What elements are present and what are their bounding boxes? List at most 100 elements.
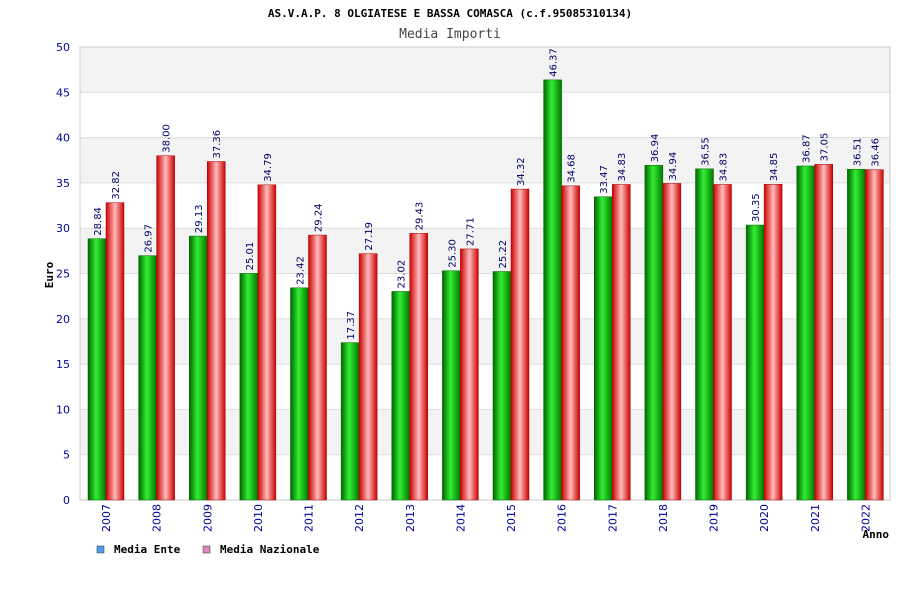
bar-media-nazionale <box>358 253 378 501</box>
data-label-media-nazionale: 27.71 <box>465 217 476 246</box>
data-label-media-nazionale: 37.05 <box>820 133 831 162</box>
y-tick-label: 35 <box>56 177 70 190</box>
bar-media-ente <box>492 271 512 501</box>
data-label-media-ente: 36.51 <box>852 138 863 167</box>
grid-band <box>80 92 890 138</box>
x-tick-label: 2018 <box>657 504 670 532</box>
data-label-media-nazionale: 34.68 <box>567 154 578 183</box>
bar-media-nazionale <box>308 234 327 501</box>
bar-media-ente <box>745 224 765 501</box>
data-label-media-nazionale: 34.32 <box>516 157 527 186</box>
bar-media-ente <box>543 79 562 501</box>
y-tick-label: 10 <box>56 403 70 416</box>
x-tick-label: 2020 <box>758 504 771 532</box>
data-label-media-nazionale: 36.46 <box>870 138 881 167</box>
x-tick-label: 2021 <box>809 504 822 532</box>
bar-media-nazionale <box>763 184 783 501</box>
bar-media-nazionale <box>409 233 428 501</box>
data-label-media-nazionale: 34.83 <box>719 153 730 182</box>
x-tick-label: 2011 <box>303 504 316 532</box>
data-labels: 28.84 32.82 26.97 38.00 29.13 37.36 25.01 34.79… <box>93 48 881 339</box>
chart-title: AS.V.A.P. 8 OLGIATESE E BASSA COMASCA (c… <box>268 7 632 20</box>
data-label-media-ente: 36.87 <box>802 134 813 163</box>
bar-media-nazionale <box>510 188 530 501</box>
y-tick-label: 15 <box>56 358 70 371</box>
x-axis-label: Anno <box>863 528 890 541</box>
data-label-media-ente: 36.94 <box>650 134 661 163</box>
data-label-media-nazionale: 34.94 <box>668 152 679 181</box>
data-label-media-ente: 23.02 <box>397 260 408 289</box>
bar-media-nazionale <box>612 184 631 501</box>
bar-media-ente <box>391 291 410 501</box>
data-label-media-nazionale: 34.79 <box>263 153 274 182</box>
data-label-media-ente: 28.84 <box>93 207 104 236</box>
legend: Media Ente Media Nazionale <box>96 543 320 556</box>
x-tick-label: 2015 <box>505 504 518 532</box>
bar-media-ente <box>189 235 208 501</box>
x-tick-label: 2013 <box>404 504 417 532</box>
legend-swatch-media-nazionale <box>202 545 211 554</box>
y-axis-label: Euro <box>43 261 56 288</box>
plot-frame <box>79 46 891 501</box>
data-label-media-nazionale: 29.43 <box>415 202 426 231</box>
bar-media-nazionale <box>662 183 682 501</box>
data-label-media-ente: 25.22 <box>498 240 509 269</box>
x-tick-label: 2022 <box>859 504 872 532</box>
data-label-media-nazionale: 34.83 <box>617 153 628 182</box>
data-label-media-ente: 23.42 <box>296 256 307 285</box>
data-label-media-nazionale: 29.24 <box>314 203 325 232</box>
bar-media-ente <box>796 165 815 501</box>
x-tick-label: 2007 <box>100 504 113 532</box>
y-tick-label: 0 <box>63 494 70 507</box>
legend-label-media-nazionale: Media Nazionale <box>220 543 320 556</box>
bar-media-ente <box>695 168 714 501</box>
grid-band <box>80 47 890 93</box>
data-label-media-ente: 25.30 <box>447 239 458 268</box>
data-label-media-nazionale: 32.82 <box>111 171 122 200</box>
bars <box>87 79 884 501</box>
y-tick-label: 5 <box>63 449 70 462</box>
bar-media-nazionale <box>105 202 125 501</box>
legend-label-media-ente: Media Ente <box>114 543 181 556</box>
x-tick-label: 2010 <box>252 504 265 532</box>
data-label-media-ente: 25.01 <box>245 242 256 271</box>
x-tick-label: 2008 <box>151 504 164 532</box>
x-tick-label: 2009 <box>201 504 214 532</box>
bar-media-nazionale <box>561 185 580 501</box>
bar-media-nazionale <box>257 184 277 501</box>
bar-media-nazionale <box>713 184 732 501</box>
bar-media-ente <box>340 342 360 501</box>
bar-media-ente <box>442 270 461 501</box>
x-tick-label: 2017 <box>606 504 619 532</box>
bar-media-ente <box>87 238 107 501</box>
y-tick-label: 45 <box>56 86 70 99</box>
bar-media-nazionale <box>460 248 479 501</box>
x-tick-label: 2014 <box>454 504 467 532</box>
chart-subtitle: Media Importi <box>399 27 501 42</box>
bar-media-ente <box>594 196 613 501</box>
data-label-media-nazionale: 38.00 <box>162 124 173 153</box>
legend-swatch-media-ente <box>96 545 105 554</box>
y-tick-label: 50 <box>56 41 70 54</box>
x-axis: 2007 2008 2009 2010 2011 2012 2013 2014 2015 2016… <box>100 504 872 532</box>
data-label-media-ente: 30.35 <box>751 193 762 222</box>
data-label-media-ente: 26.97 <box>144 224 155 253</box>
y-tick-label: 25 <box>56 268 70 281</box>
bar-media-nazionale <box>814 164 833 501</box>
y-tick-label: 30 <box>56 222 70 235</box>
bar-media-ente <box>290 287 309 501</box>
data-label-media-ente: 46.37 <box>549 48 560 77</box>
x-tick-label: 2012 <box>353 504 366 532</box>
data-label-media-ente: 29.13 <box>194 204 205 233</box>
data-label-media-ente: 33.47 <box>599 165 610 194</box>
bar-media-ente <box>644 165 664 501</box>
bar-media-ente <box>847 168 866 501</box>
bar-media-nazionale <box>207 161 226 501</box>
data-label-media-nazionale: 27.19 <box>364 222 375 251</box>
data-label-media-ente: 36.55 <box>701 137 712 166</box>
y-axis: 0 5 10 15 20 25 30 35 40 45 50 <box>56 41 70 507</box>
data-label-media-nazionale: 34.85 <box>769 153 780 182</box>
x-tick-label: 2016 <box>556 504 569 532</box>
data-label-media-ente: 17.37 <box>346 311 357 340</box>
